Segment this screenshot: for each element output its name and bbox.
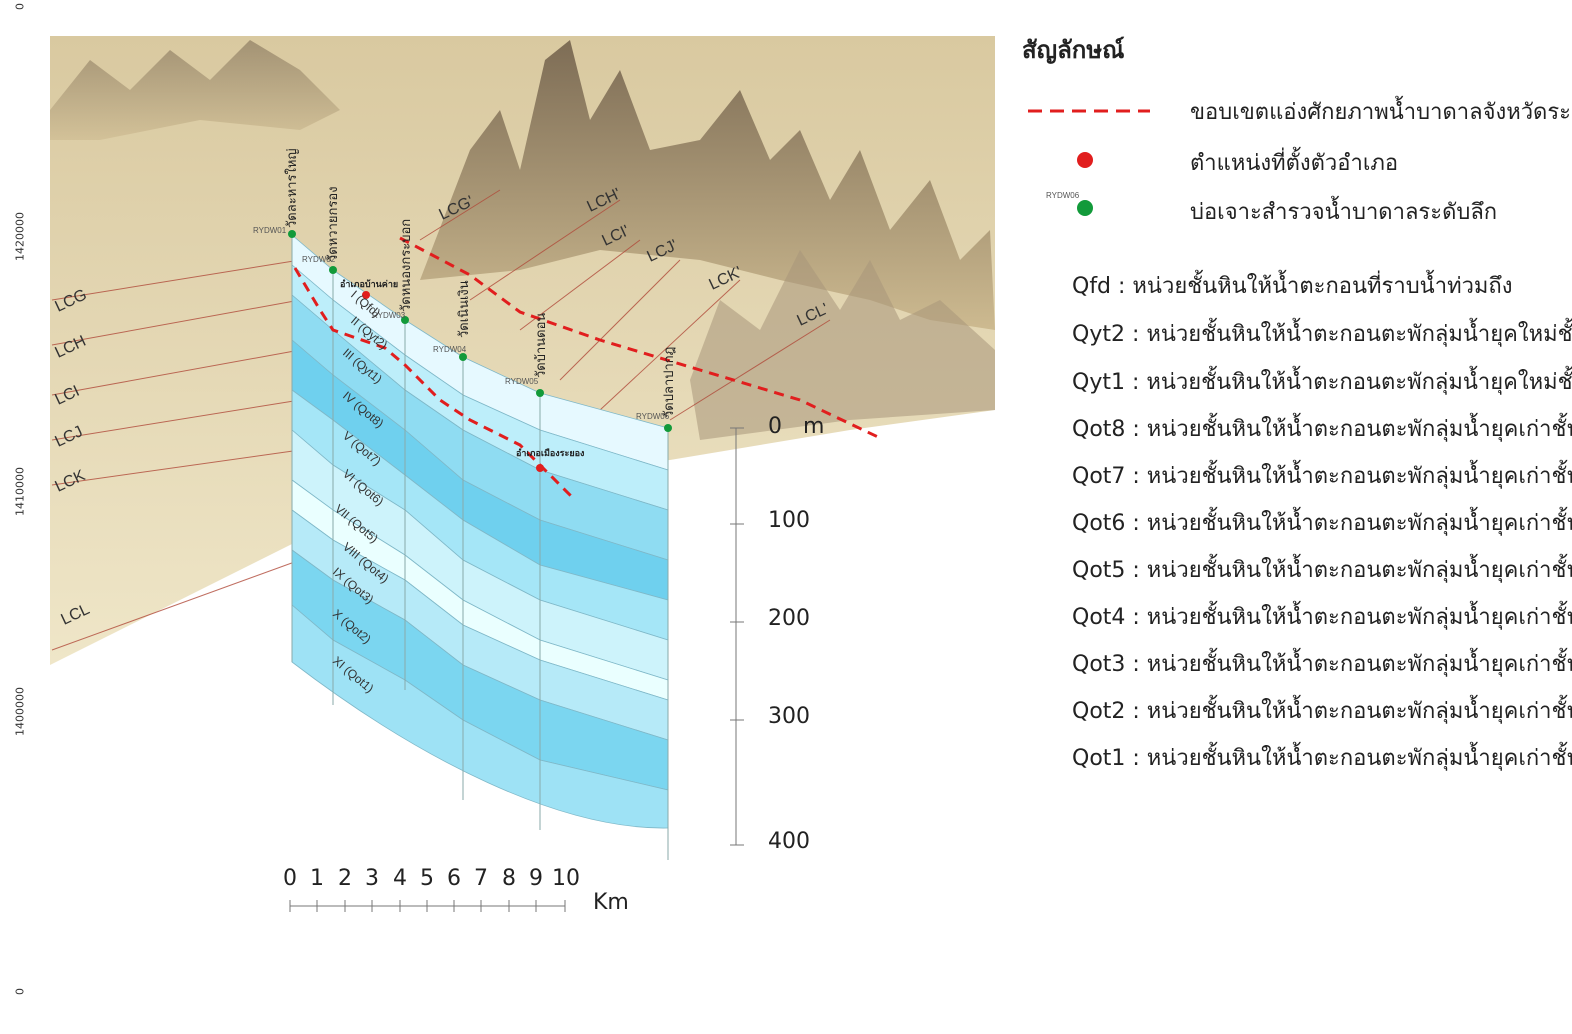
legend-label: ตำแหน่งที่ตั้งตัวอำเภอ [1190,151,1399,176]
unit-description: Qfd : หน่วยชั้นหินให้น้ำตะกอนที่ราบน้ำท่… [1072,274,1513,299]
unit-description: Qot1 : หน่วยชั้นหินให้น้ำตะกอนตะพักลุ่มน… [1072,746,1572,771]
unit-description: Qyt1 : หน่วยชั้นหินให้น้ำตะกอนตะพักลุ่มน… [1072,370,1572,395]
unit-description: Qot2 : หน่วยชั้นหินให้น้ำตะกอนตะพักลุ่มน… [1072,699,1572,724]
km-unit: Km [593,890,629,915]
legend-title: สัญลักษณ์ [1022,36,1125,64]
mountain-ridge [420,40,995,330]
km-label: 6 [447,866,461,891]
legend-red-dot-symbol [1077,152,1093,168]
well-name-label: วัดหนองกระบอก [398,219,413,312]
km-label: 10 [552,866,580,891]
km-label: 9 [529,866,543,891]
unit-description: Qot7 : หน่วยชั้นหินให้น้ำตะกอนตะพักลุ่มน… [1072,464,1572,489]
mountain-ridge [690,250,995,440]
section-lines [51,189,831,651]
district-label: อำเภอเมืองระยอง [516,447,584,458]
district-markers [362,291,544,472]
unit-description: Qot6 : หน่วยชั้นหินให้น้ำตะกอนตะพักลุ่มน… [1072,511,1572,536]
km-label: 2 [338,866,352,891]
legend-label: ขอบเขตแอ่งศักยภาพน้ำบาดาลจังหวัดระยอ [1190,100,1572,125]
depth-label: 100 [768,508,810,533]
well-id-label: RYDW02 [302,255,336,264]
well-id-label: RYDW05 [505,377,539,386]
well-name-label: วัดปลาปากฎ [661,347,676,418]
well-id-label: RYDW04 [433,345,467,354]
district-label: อำเภอบ้านค่าย [340,279,398,289]
well-name-label: วัดเนินเงิน [456,280,471,338]
legend-green-dot-id: RYDW06 [1046,191,1080,200]
depth-label: 400 [768,829,810,854]
fence-diagram: LCG LCH LCI LCJ LCK LCL LCG' LCH' LCI' L… [50,36,1150,912]
km-label: 3 [365,866,379,891]
km-label: 1 [310,866,324,891]
legend-label: บ่อเจาะสำรวจน้ำบาดาลระดับลึก [1190,200,1498,225]
km-scale [289,900,566,912]
unit-description: Qyt2 : หน่วยชั้นหินให้น้ำตะกอนตะพักลุ่มน… [1072,322,1572,347]
unit-description: Qot8 : หน่วยชั้นหินให้น้ำตะกอนตะพักลุ่มน… [1072,417,1572,442]
km-label: 4 [393,866,407,891]
legend-green-dot-symbol [1077,200,1093,216]
well-name-label: วัดบ้านดอน [533,313,548,378]
unit-description: Qot4 : หน่วยชั้นหินให้น้ำตะกอนตะพักลุ่มน… [1072,605,1572,630]
well-id-label: RYDW06 [636,412,670,421]
well-id-label: RYDW03 [372,311,406,320]
aquifer-boundary-line [293,267,577,502]
depth-label: 0 m [768,414,825,439]
km-label: 8 [502,866,516,891]
well-name-label: วัดหวายกรอง [325,186,340,262]
depth-unit: m [802,414,825,439]
unit-description: Qot5 : หน่วยชั้นหินให้น้ำตะกอนตะพักลุ่มน… [1072,558,1572,583]
well-id-label: RYDW01 [253,226,287,235]
km-label: 7 [474,866,488,891]
km-label: 0 [283,866,297,891]
depth-label: 200 [768,606,810,631]
mountain-ridge [50,40,340,140]
unit-description: Qot3 : หน่วยชั้นหินให้น้ำตะกอนตะพักลุ่มน… [1072,652,1572,677]
well-markers [288,230,672,432]
depth-label: 300 [768,704,810,729]
well-name-label: วัดละหารใหญ่ [284,148,299,228]
km-label: 5 [420,866,434,891]
aquifer-boundary-line [399,236,879,439]
depth-scale [730,427,744,846]
